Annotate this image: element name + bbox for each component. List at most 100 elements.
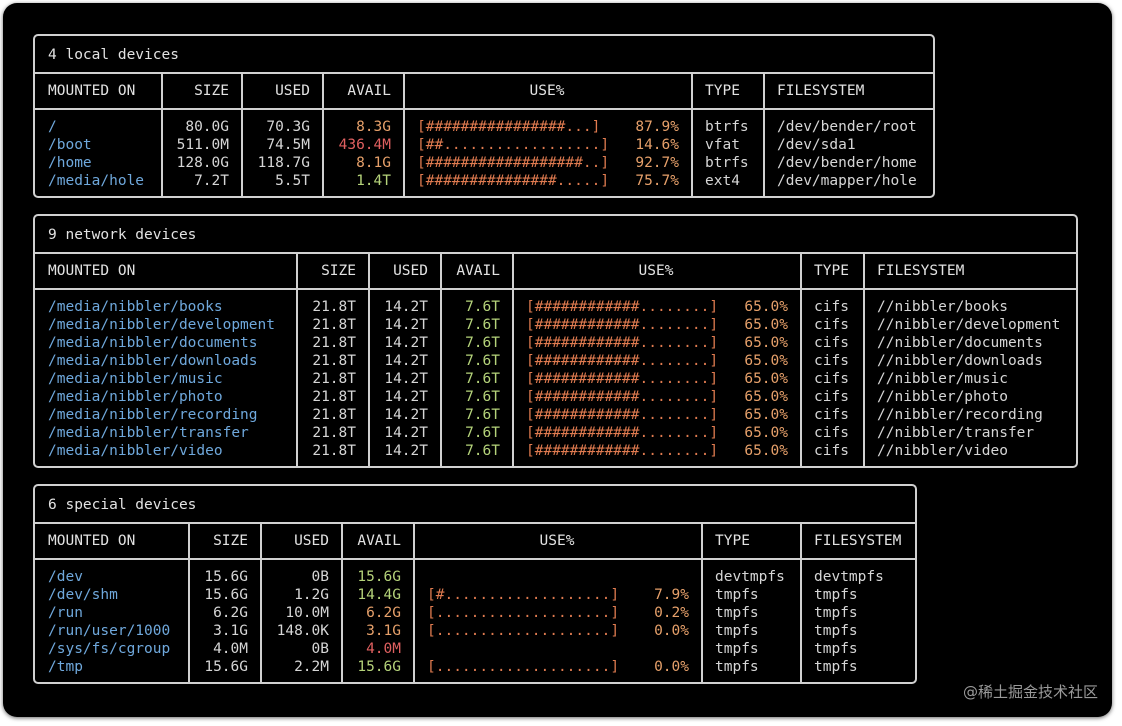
fs-type: tmpfs (715, 623, 759, 639)
filesystem-name: tmpfs (814, 623, 858, 639)
size-value: 15.6G (204, 587, 248, 603)
mount-point-link[interactable]: /media/nibbler/recording (48, 407, 258, 423)
usage-percent: 65.0% (744, 353, 788, 369)
used-value: 74.5M (266, 137, 310, 153)
fs-type: cifs (814, 443, 849, 459)
usage-percent: 87.9% (635, 119, 679, 135)
mount-point-link[interactable]: /dev (48, 569, 83, 585)
col-header-mounted-on[interactable]: MOUNTED ON (48, 533, 136, 549)
fs-type: cifs (814, 317, 849, 333)
avail-value: 8.1G (356, 155, 391, 171)
used-value: 2.2M (294, 659, 329, 675)
used-value: 14.2T (384, 443, 428, 459)
usage-percent: 92.7% (635, 155, 679, 171)
avail-value: 14.4G (357, 587, 401, 603)
col-header-used[interactable]: USED (275, 83, 310, 99)
size-value: 15.6G (204, 569, 248, 585)
mount-point-link[interactable]: /sys/fs/cgroup (48, 641, 171, 657)
col-header-mounted-on[interactable]: MOUNTED ON (48, 263, 136, 279)
mount-point-link[interactable]: / (48, 119, 57, 135)
mount-point-link[interactable]: /media/nibbler/documents (48, 335, 258, 351)
fs-type: tmpfs (715, 587, 759, 603)
mount-point-link[interactable]: /run (48, 605, 83, 621)
used-value: 14.2T (384, 371, 428, 387)
used-value: 1.2G (294, 587, 329, 603)
size-value: 511.0M (176, 137, 229, 153)
local-devices-panel: 4 local devices MOUNTED ON SIZE USED AVA… (33, 34, 935, 198)
col-header-size[interactable]: SIZE (194, 83, 229, 99)
usage-bar: [....................] (427, 605, 620, 621)
col-header-use-pct[interactable]: USE% (529, 83, 565, 99)
avail-value: 7.6T (465, 389, 500, 405)
usage-bar: [############........] (526, 299, 719, 315)
mount-point-link[interactable]: /dev/shm (48, 587, 118, 603)
usage-bar: [############........] (526, 335, 719, 351)
filesystem-name: /dev/bender/root (777, 119, 917, 135)
fs-type: tmpfs (715, 641, 759, 657)
col-header-used[interactable]: USED (393, 263, 428, 279)
col-header-used[interactable]: USED (294, 533, 329, 549)
filesystem-name: //nibbler/books (877, 299, 1008, 315)
panel-title: 9 network devices (48, 227, 197, 243)
mount-point-link[interactable]: /boot (48, 137, 92, 153)
usage-bar: [############........] (526, 317, 719, 333)
mount-point-link[interactable]: /media/hole (48, 173, 145, 189)
mount-point-link[interactable]: /media/nibbler/development (48, 317, 275, 333)
fs-type: cifs (814, 353, 849, 369)
used-value: 14.2T (384, 389, 428, 405)
usage-bar: [############........] (526, 425, 719, 441)
mount-point-link[interactable]: /run/user/1000 (48, 623, 171, 639)
usage-percent: 65.0% (744, 317, 788, 333)
col-header-avail[interactable]: AVAIL (456, 263, 500, 279)
avail-value: 15.6G (357, 659, 401, 675)
col-header-type[interactable]: TYPE (705, 83, 740, 99)
fs-type: vfat (705, 137, 740, 153)
col-header-filesystem[interactable]: FILESYSTEM (814, 533, 902, 549)
col-header-size[interactable]: SIZE (213, 533, 248, 549)
used-value: 5.5T (275, 173, 310, 189)
filesystem-name: //nibbler/documents (877, 335, 1043, 351)
col-header-avail[interactable]: AVAIL (357, 533, 401, 549)
col-header-use-pct[interactable]: USE% (539, 533, 575, 549)
col-header-size[interactable]: SIZE (321, 263, 356, 279)
col-header-avail[interactable]: AVAIL (347, 83, 391, 99)
mount-point-link[interactable]: /media/nibbler/transfer (48, 425, 249, 441)
col-header-filesystem[interactable]: FILESYSTEM (777, 83, 865, 99)
mount-point-link[interactable]: /tmp (48, 659, 83, 675)
size-value: 15.6G (204, 659, 248, 675)
fs-type: btrfs (705, 155, 749, 171)
avail-value: 7.6T (465, 407, 500, 423)
col-header-mounted-on[interactable]: MOUNTED ON (48, 83, 136, 99)
filesystem-name: /dev/bender/home (777, 155, 917, 171)
mount-point-link[interactable]: /media/nibbler/downloads (48, 353, 258, 369)
used-value: 10.0M (285, 605, 329, 621)
avail-value: 7.6T (465, 425, 500, 441)
mount-point-link[interactable]: /media/nibbler/music (48, 371, 223, 387)
fs-type: devtmpfs (715, 569, 785, 585)
avail-value: 8.3G (356, 119, 391, 135)
size-value: 21.8T (312, 299, 356, 315)
avail-value: 7.6T (465, 443, 500, 459)
mount-point-link[interactable]: /home (48, 155, 92, 171)
avail-value: 7.6T (465, 299, 500, 315)
mount-point-link[interactable]: /media/nibbler/photo (48, 389, 223, 405)
usage-percent: 0.2% (654, 605, 689, 621)
col-header-type[interactable]: TYPE (715, 533, 750, 549)
terminal-window: 4 local devices MOUNTED ON SIZE USED AVA… (3, 3, 1112, 717)
col-header-type[interactable]: TYPE (814, 263, 849, 279)
col-header-filesystem[interactable]: FILESYSTEM (877, 263, 965, 279)
col-header-use-pct[interactable]: USE% (638, 263, 674, 279)
filesystem-name: /dev/sda1 (777, 137, 856, 153)
usage-bar: [##################..] (417, 155, 610, 171)
filesystem-name: //nibbler/photo (877, 389, 1008, 405)
avail-value: 6.2G (366, 605, 401, 621)
size-value: 4.0M (213, 641, 248, 657)
mount-point-link[interactable]: /media/nibbler/books (48, 299, 223, 315)
size-value: 21.8T (312, 389, 356, 405)
filesystem-name: //nibbler/recording (877, 407, 1043, 423)
filesystem-name: /dev/mapper/hole (777, 173, 917, 189)
usage-percent: 65.0% (744, 443, 788, 459)
mount-point-link[interactable]: /media/nibbler/video (48, 443, 223, 459)
fs-type: cifs (814, 407, 849, 423)
network-devices-panel: 9 network devices MOUNTED ON SIZE USED A… (33, 214, 1078, 468)
